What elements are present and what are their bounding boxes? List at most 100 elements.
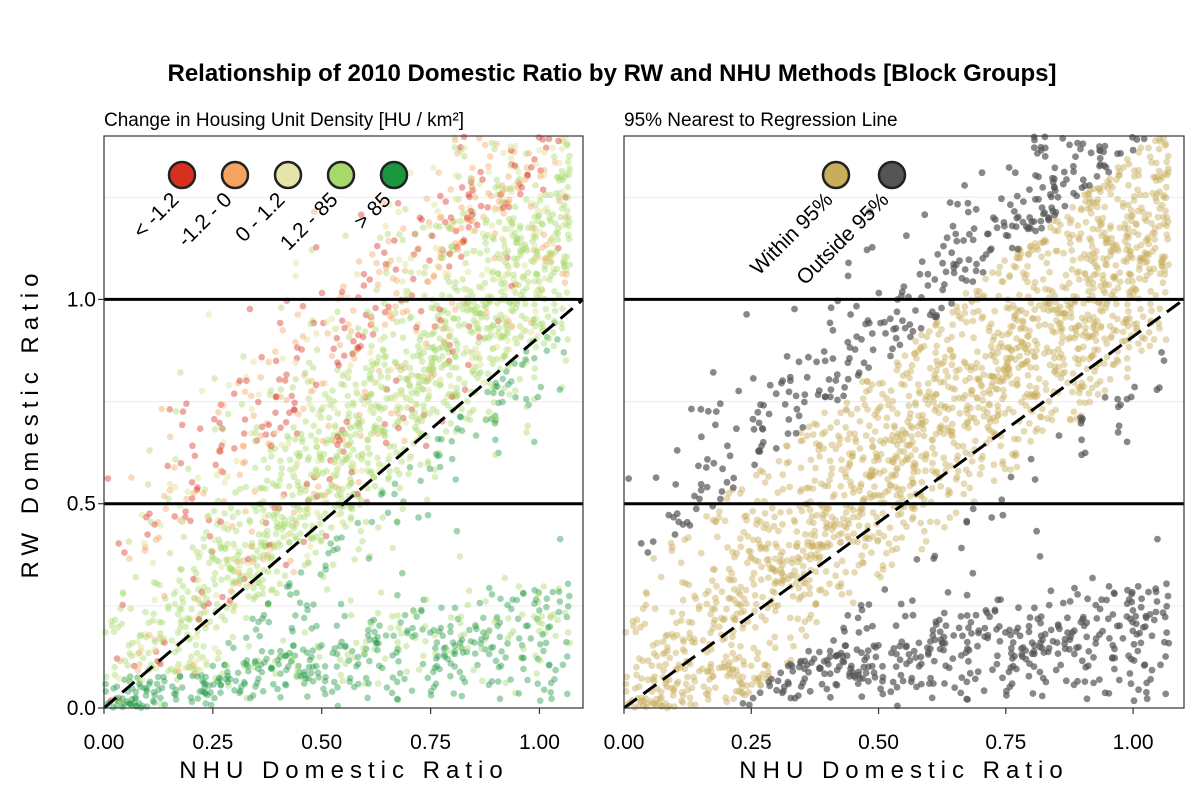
scatter-point — [383, 684, 391, 691]
scatter-point — [1033, 340, 1041, 348]
scatter-point — [452, 393, 460, 401]
scatter-point — [211, 694, 218, 702]
scatter-point — [292, 359, 299, 367]
scatter-point — [302, 445, 310, 452]
scatter-point — [330, 546, 337, 554]
scatter-point — [114, 623, 122, 631]
scatter-point — [355, 452, 362, 460]
scatter-point — [259, 615, 266, 622]
scatter-point — [117, 701, 124, 709]
scatter-point — [1069, 203, 1076, 211]
scatter-point — [549, 211, 557, 218]
scatter-point — [329, 649, 337, 657]
scatter-point — [952, 476, 960, 483]
scatter-point — [799, 547, 807, 555]
scatter-point — [780, 687, 787, 695]
scatter-point — [965, 424, 972, 432]
scatter-point — [481, 141, 489, 149]
scatter-point — [1156, 205, 1163, 212]
scatter-point — [380, 347, 387, 355]
scatter-point — [785, 458, 793, 466]
scatter-point — [219, 670, 226, 678]
scatter-point — [522, 395, 530, 403]
scatter-point — [904, 456, 912, 463]
scatter-point — [389, 652, 396, 659]
scatter-point — [549, 329, 557, 336]
scatter-point — [544, 624, 552, 631]
scatter-point — [973, 394, 981, 402]
scatter-point — [996, 623, 1003, 630]
scatter-point — [952, 230, 960, 238]
scatter-point — [191, 659, 198, 666]
scatter-point — [440, 339, 448, 346]
scatter-point — [1114, 428, 1122, 436]
scatter-point — [309, 364, 317, 371]
scatter-point — [347, 328, 355, 335]
scatter-point — [448, 299, 456, 307]
scatter-point — [1068, 246, 1076, 254]
scatter-point — [354, 519, 362, 527]
scatter-point — [998, 496, 1006, 504]
scatter-point — [399, 317, 406, 325]
scatter-point — [558, 384, 566, 391]
scatter-point — [651, 605, 659, 612]
scatter-point — [258, 647, 266, 655]
scatter-point — [1037, 413, 1045, 421]
scatter-point — [301, 668, 309, 676]
scatter-point — [452, 306, 459, 313]
scatter-point — [897, 600, 905, 608]
scatter-point — [385, 303, 392, 311]
scatter-point — [855, 513, 862, 521]
scatter-point — [414, 352, 422, 359]
scatter-point — [311, 494, 319, 502]
scatter-point — [379, 199, 387, 206]
scatter-point — [690, 635, 698, 642]
scatter-point — [827, 470, 835, 478]
scatter-point — [436, 451, 443, 459]
scatter-point — [859, 456, 866, 464]
scatter-point — [466, 204, 474, 211]
scatter-point — [868, 436, 876, 444]
scatter-point — [811, 532, 819, 540]
scatter-point — [945, 405, 952, 413]
scatter-point — [890, 645, 898, 652]
scatter-point — [712, 421, 719, 429]
scatter-point — [157, 694, 164, 702]
scatter-point — [856, 418, 864, 425]
scatter-point — [498, 190, 506, 197]
scatter-point — [369, 251, 376, 258]
scatter-point — [948, 361, 956, 369]
scatter-point — [1123, 438, 1131, 446]
scatter-point — [563, 638, 570, 646]
scatter-point — [1079, 332, 1087, 339]
scatter-point — [808, 659, 815, 666]
scatter-point — [420, 407, 428, 415]
scatter-point — [410, 275, 417, 283]
scatter-point — [316, 653, 323, 661]
scatter-point — [211, 569, 219, 577]
scatter-point — [388, 689, 396, 697]
scatter-point — [169, 683, 176, 690]
scatter-point — [145, 680, 153, 688]
scatter-point — [515, 635, 523, 642]
scatter-point — [877, 403, 884, 411]
scatter-point — [978, 455, 985, 463]
scatter-point — [921, 211, 929, 219]
scatter-point — [174, 610, 182, 618]
scatter-point — [268, 664, 275, 671]
scatter-point — [200, 602, 208, 610]
scatter-point — [954, 467, 962, 475]
scatter-point — [985, 400, 993, 408]
scatter-point — [366, 450, 374, 458]
scatter-point — [549, 588, 556, 596]
scatter-point — [320, 403, 327, 411]
scatter-point — [302, 487, 309, 495]
scatter-point — [972, 437, 979, 445]
scatter-point — [297, 569, 305, 576]
scatter-point — [681, 536, 689, 544]
scatter-point — [532, 596, 540, 603]
scatter-point — [242, 373, 250, 381]
scatter-point — [436, 628, 443, 635]
scatter-point — [1123, 600, 1131, 608]
scatter-point — [923, 333, 931, 341]
